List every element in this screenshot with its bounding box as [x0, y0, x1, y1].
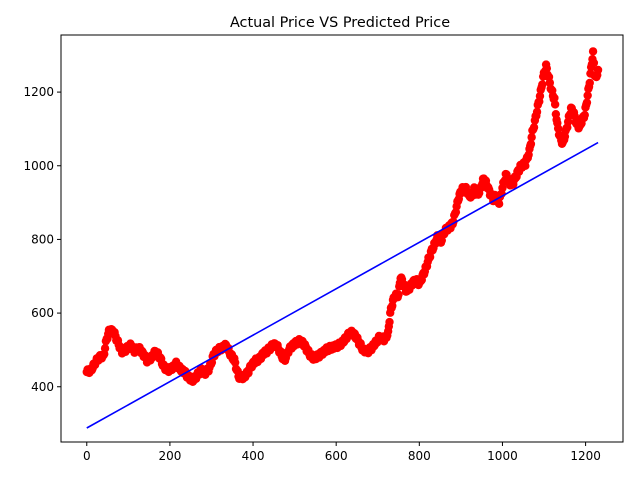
actual-price-point — [588, 47, 598, 56]
y-tick-label: 1000 — [23, 159, 54, 173]
actual-price-point — [535, 91, 545, 101]
actual-price-point — [230, 358, 240, 367]
chart-title: Actual Price VS Predicted Price — [230, 15, 450, 31]
y-tick-label: 400 — [31, 380, 54, 394]
plot-area — [82, 47, 603, 429]
actual-price-point — [580, 110, 589, 120]
actual-price-point — [542, 64, 552, 73]
x-tick-label: 1200 — [570, 449, 601, 463]
actual-price-point — [582, 98, 592, 107]
actual-price-point — [550, 93, 559, 103]
x-tick-label: 200 — [158, 449, 181, 463]
predicted-price-line — [86, 141, 599, 429]
actual-price-point — [527, 133, 536, 142]
predicted-price-line-segment — [86, 141, 599, 429]
actual-price-point — [550, 100, 560, 109]
actual-price-point — [538, 80, 547, 89]
y-tick-label: 1200 — [23, 85, 54, 99]
actual-price-point — [385, 317, 394, 327]
x-tick-label: 1000 — [487, 449, 518, 463]
axes-frame — [60, 34, 624, 443]
x-axis: 0 200 400 600 800 1000 1200 — [83, 442, 601, 463]
x-tick-label: 600 — [325, 449, 348, 463]
y-tick-label: 600 — [31, 306, 54, 320]
actual-price-point — [100, 344, 110, 353]
actual-price-point — [593, 65, 603, 75]
actual-price-point — [553, 124, 563, 133]
y-axis: 400 600 800 1000 1200 — [23, 85, 61, 394]
actual-price-point — [529, 123, 539, 132]
x-tick-label: 0 — [83, 449, 91, 463]
x-tick-label: 400 — [242, 449, 265, 463]
actual-price-point — [394, 290, 403, 299]
actual-price-point — [526, 139, 536, 149]
actual-price-point — [589, 58, 599, 68]
actual-price-point — [583, 91, 592, 100]
actual-price-point — [532, 107, 542, 117]
x-tick-label: 800 — [408, 449, 431, 463]
actual-price-scatter — [82, 47, 603, 386]
actual-price-point — [494, 199, 504, 209]
actual-price-point — [585, 78, 594, 88]
y-tick-label: 800 — [31, 232, 54, 246]
